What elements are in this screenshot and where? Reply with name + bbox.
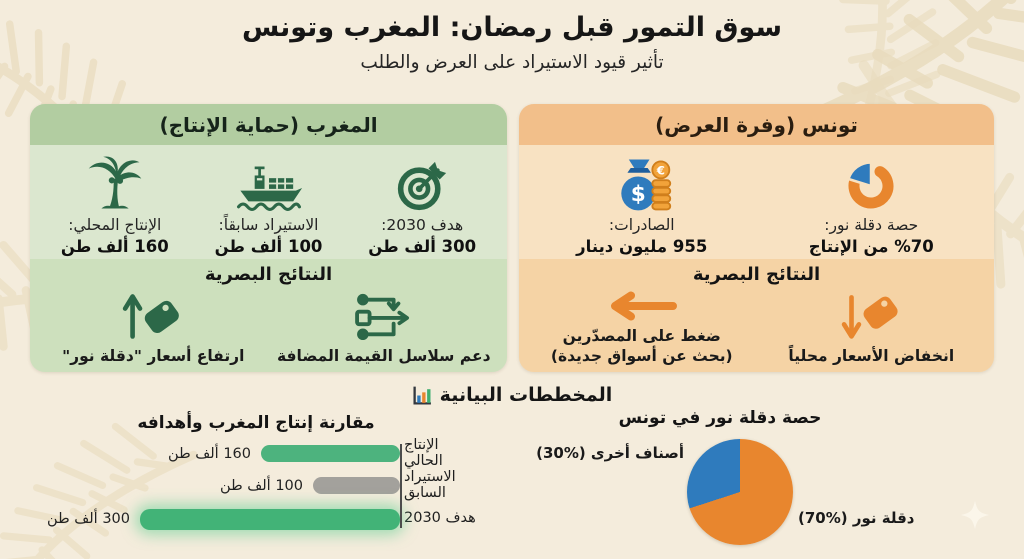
- bar-chart-plot-area: الإنتاج الحالي 160 ألف طن الاستيراد السا…: [36, 437, 476, 532]
- tunisia-results-title: النتائج البصرية: [692, 264, 821, 285]
- tunisia-panel: تونس (وفرة العرض) حصة دقلة نور: %70 من ا…: [519, 104, 994, 372]
- bar-category-label: هدف 2030: [404, 510, 476, 527]
- tunisia-results-row: انخفاض الأسعار محلياً ضغط على المصدّرين …: [527, 285, 986, 366]
- morocco-results-row: دعم سلاسل القيمة المضافة ارتفاع أسعار "د…: [38, 285, 499, 366]
- bar-current-production: [261, 445, 400, 462]
- money-bag-icon: € $: [610, 151, 674, 213]
- result-caption: ضغط على المصدّرين: [562, 327, 721, 346]
- palm-tree-icon: [86, 151, 144, 213]
- stat-label: هدف 2030:: [381, 216, 464, 235]
- stat-value: 955 مليون دينار: [576, 236, 708, 256]
- page-subtitle: تأثير قيود الاستيراد على العرض والطلب: [360, 52, 664, 73]
- stat-value: %70 من الإنتاج: [808, 236, 934, 256]
- pie-label-deglet-nour: دقلة نور (%70): [798, 509, 915, 527]
- bar-goal-2030: [140, 508, 400, 530]
- pie: [687, 439, 793, 545]
- tunisia-stat-deglet-share: حصة دقلة نور: %70 من الإنتاج: [757, 151, 987, 257]
- result-caption-line2: (بحث عن أسواق جديدة): [550, 346, 733, 365]
- stat-label: الإنتاج المحلي:: [68, 216, 162, 235]
- donut-chart-icon: [843, 151, 899, 213]
- charts-section-header: المخططات البيانية: [0, 384, 1024, 406]
- morocco-stat-local-production: الإنتاج المحلي: 160 ألف طن: [38, 151, 192, 257]
- bar-value-label: 100 ألف طن: [220, 477, 303, 494]
- morocco-stat-past-imports: الاستيراد سابقاً: 100 ألف طن: [192, 151, 346, 257]
- morocco-results-section: النتائج البصرية: [30, 259, 507, 372]
- tunisia-panel-header: تونس (وفرة العرض): [519, 104, 994, 145]
- morocco-results-title: النتائج البصرية: [204, 264, 333, 285]
- bar-category-label: الإنتاج الحالي: [404, 436, 443, 469]
- result-caption: دعم سلاسل القيمة المضافة: [276, 346, 491, 365]
- pie-chart-title: حصة دقلة نور في تونس: [618, 408, 822, 428]
- svg-text:$: $: [630, 182, 645, 207]
- page-title: سوق التمور قبل رمضان: المغرب وتونس: [241, 12, 783, 43]
- svg-text:€: €: [655, 164, 664, 178]
- result-caption: ارتفاع أسعار "دقلة نور": [62, 346, 245, 365]
- bar-previous-imports: [313, 477, 400, 494]
- bar-chart-icon: [412, 385, 433, 406]
- target-icon: [396, 151, 448, 213]
- bar-chart-title: مقارنة إنتاج المغرب وأهدافه: [137, 413, 375, 433]
- charts-section-title: المخططات البيانية: [439, 384, 613, 406]
- morocco-result-value-chains: دعم سلاسل القيمة المضافة: [269, 285, 500, 366]
- price-up-tag-icon: [121, 285, 185, 347]
- result-caption: انخفاض الأسعار محلياً: [788, 346, 955, 365]
- tunisia-stats-row: حصة دقلة نور: %70 من الإنتاج € $: [519, 145, 994, 259]
- tunisia-result-exporter-pressure: ضغط على المصدّرين (بحث عن أسواق جديدة): [527, 285, 757, 366]
- bar-row-current-production: الإنتاج الحالي 160 ألف طن: [36, 437, 476, 469]
- bar-category-label: الاستيراد السابق: [404, 468, 456, 501]
- price-down-tag-icon: [839, 285, 903, 347]
- ship-icon: [235, 151, 303, 213]
- morocco-stats-row: هدف 2030: 300 ألف طن الاس: [30, 145, 507, 259]
- left-arrow-icon: [605, 285, 679, 327]
- stat-label: الصادرات:: [608, 216, 675, 235]
- bar-value-label: 160 ألف طن: [168, 445, 251, 462]
- morocco-panel: المغرب (حماية الإنتاج) هدف 2030: 300 ألف…: [30, 104, 507, 372]
- tunisia-results-section: النتائج البصرية انخفاض الأسعار محلياً: [519, 259, 994, 372]
- tunisia-result-price-drop: انخفاض الأسعار محلياً: [757, 285, 987, 366]
- stat-label: حصة دقلة نور:: [824, 216, 919, 235]
- stat-value: 300 ألف طن: [368, 236, 477, 256]
- bar-value-label: 300 ألف طن: [47, 511, 130, 527]
- morocco-production-bar-chart: مقارنة إنتاج المغرب وأهدافه الإنتاج الحا…: [36, 413, 476, 532]
- stat-label: الاستيراد سابقاً:: [218, 216, 319, 235]
- tunisia-stat-exports: € $ الصادرات: 955 مليون دينار: [527, 151, 757, 257]
- pie-label-other-varieties: أصناف أخرى (%30): [536, 444, 684, 462]
- morocco-panel-header: المغرب (حماية الإنتاج): [30, 104, 507, 145]
- stat-value: 100 ألف طن: [214, 236, 323, 256]
- morocco-stat-goal-2030: هدف 2030: 300 ألف طن: [345, 151, 499, 257]
- tunisia-deglet-share-pie-chart: حصة دقلة نور في تونس أصناف أخرى (%30) دق…: [536, 408, 918, 556]
- value-chain-workflow-icon: [353, 285, 415, 347]
- bar-row-previous-imports: الاستيراد السابق 100 ألف طن: [36, 469, 476, 501]
- sparkle-icon: [961, 501, 989, 529]
- stat-value: 160 ألف طن: [60, 236, 169, 256]
- bar-row-goal-2030: هدف 2030 300 ألف طن: [36, 506, 476, 532]
- morocco-result-price-rise: ارتفاع أسعار "دقلة نور": [38, 285, 269, 366]
